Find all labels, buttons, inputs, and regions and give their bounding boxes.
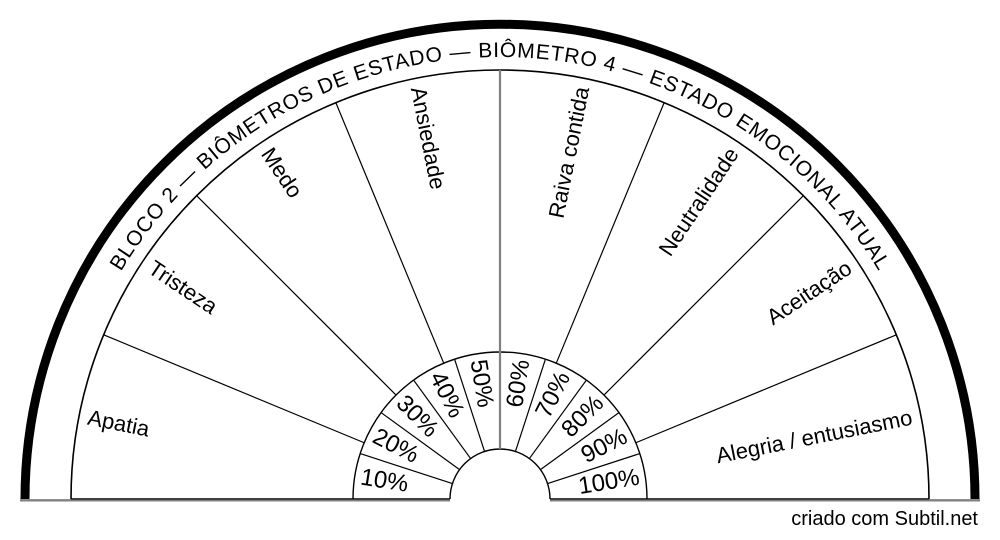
scale-divider (380, 412, 460, 471)
scale-divider (413, 379, 472, 459)
sector-divider (335, 102, 445, 364)
sector-label-medo: Medo (256, 143, 307, 203)
sector-divider (555, 102, 665, 364)
sector-divider (196, 195, 397, 396)
scale-divider (454, 359, 486, 452)
sector-divider (603, 195, 804, 396)
sector-divider (635, 334, 897, 444)
scale-label-50: 50% (465, 358, 499, 410)
sector-label-tristeza: Tristeza (144, 255, 223, 319)
sector-label-raiva-contida: Raiva contida (544, 84, 595, 220)
scale-divider (547, 453, 640, 485)
sector-label-alegria-entusiasmo: Alegria / entusiasmo (714, 405, 914, 468)
outer-rim-arc (20, 19, 980, 500)
hub-arc (449, 448, 551, 500)
sector-label-apatia: Apatia (86, 405, 153, 442)
scale-label-100: 100% (577, 464, 642, 500)
watermark-text: criado com Subtil.net (791, 508, 978, 530)
sector-label-ansiedade: Ansiedade (406, 85, 451, 192)
scale-divider (360, 453, 453, 485)
scale-divider (514, 359, 546, 452)
scale-label-10: 10% (359, 464, 411, 498)
scale-divider (540, 412, 620, 471)
scale-label-60: 60% (501, 358, 535, 410)
sector-label-aceitacao: Aceitação (762, 255, 856, 329)
sector-label-neutralidade: Neutralidade (654, 143, 744, 261)
scale-divider (528, 379, 587, 459)
sector-divider (103, 334, 365, 444)
